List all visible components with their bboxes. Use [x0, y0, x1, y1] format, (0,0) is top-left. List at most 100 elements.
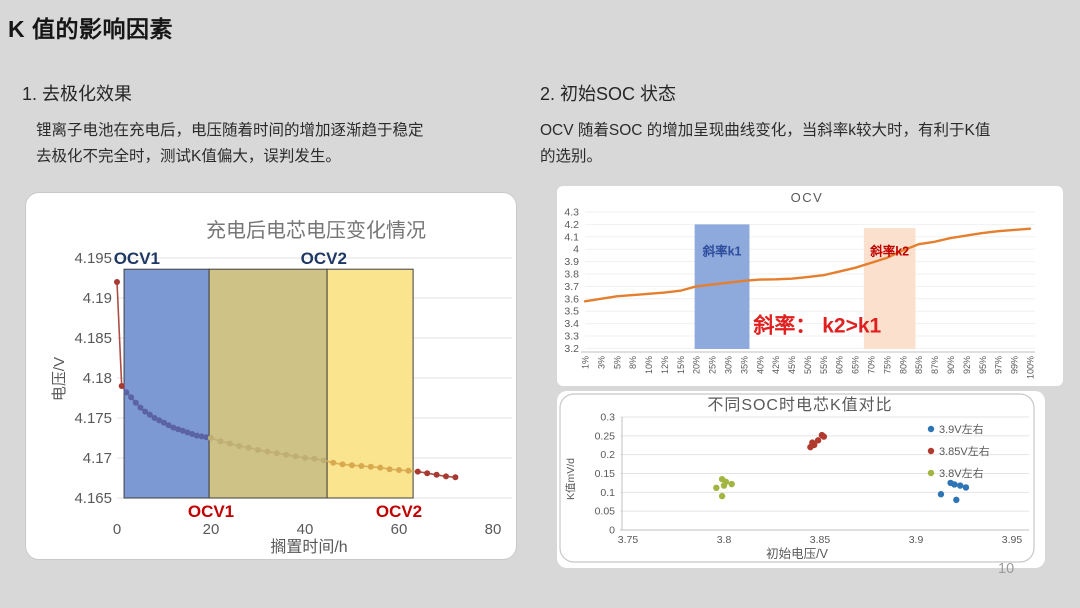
section2-heading: 2. 初始SOC 状态: [540, 84, 677, 104]
data-point: [255, 447, 261, 453]
data-point: [146, 411, 153, 418]
scatter-point: [951, 481, 958, 488]
chart2-title: OCV: [791, 190, 824, 205]
legend-label: 3.85V左右: [939, 444, 990, 458]
ocv-bottom-label: OCV2: [376, 502, 422, 521]
legend-dot: [927, 447, 935, 455]
x-tick-label: 40: [297, 521, 314, 538]
y-tick-label: 4.175: [74, 410, 112, 427]
data-point: [142, 408, 149, 415]
x-axis-label: 搁置时间/h: [270, 538, 347, 556]
y-tick-label: 4.3: [564, 207, 579, 219]
data-point: [151, 415, 158, 421]
data-point: [414, 468, 421, 475]
data-point: [245, 444, 252, 451]
slope-region-label: 斜率k2: [869, 243, 909, 258]
data-point: [128, 394, 135, 401]
y-tick-label: 0.3: [600, 412, 615, 424]
y-tick-label: 4.165: [74, 490, 112, 507]
x-tick-label: 10%: [644, 356, 654, 374]
data-point: [189, 431, 196, 437]
scatter-point: [713, 484, 720, 492]
data-point: [320, 457, 327, 464]
data-point: [330, 459, 337, 466]
data-point: [193, 432, 200, 439]
y-tick-label: 3.6: [564, 293, 579, 305]
data-point: [386, 466, 393, 473]
data-point: [118, 383, 125, 389]
x-tick-label: 85%: [914, 356, 924, 374]
section1-heading: 1. 去极化效果: [22, 84, 133, 104]
x-tick-label: 5%: [612, 356, 622, 369]
x-tick-label: 42%: [771, 356, 781, 374]
x-tick-label: 95%: [978, 356, 988, 374]
y-tick-label: 3.7: [564, 281, 579, 293]
data-point: [236, 443, 243, 449]
section1-body: 锂离子电池在充电后，电压随着时间的增加逐渐趋于稳定 去极化不完全时，测试K值偏大，…: [36, 118, 516, 170]
y-axis-label: 电压/V: [51, 357, 68, 401]
highlight-region: [123, 268, 210, 499]
voltage-decay-chart-panel: 充电后电芯电压变化情况 4.195 4.19 4.185 4.18 4.175 4.17 4.…: [25, 192, 517, 560]
x-tick-label: 20%: [692, 356, 702, 374]
x-tick-label: 8%: [628, 356, 638, 369]
voltage-decay-chart: 充电后电芯电压变化情况 4.195 4.19 4.185 4.18 4.175 4.17 4.…: [51, 219, 512, 556]
x-tick-label: 1%: [581, 356, 591, 369]
data-point: [132, 399, 139, 406]
x-tick-label: 3.85: [810, 534, 831, 546]
k-scatter-chart-panel: 不同SOC时电芯K值对比 0.3 0.25 0.2 0.15 0.1 0.05 0 3.75 3.…: [557, 391, 1045, 568]
y-tick-label: 4.1: [564, 231, 579, 243]
x-tick-label: 40%: [755, 356, 765, 374]
data-point: [302, 455, 308, 461]
x-tick-label: 97%: [994, 356, 1004, 374]
data-point: [161, 419, 167, 426]
y-tick-label: 3.5: [564, 306, 579, 318]
data-point: [452, 474, 459, 481]
ocv-chart-panel: OCV 4.3 4.2 4.1 4 3.9 3.8 3.7 3.6 3.5 3.4 3.3 3.2 斜率k…: [557, 186, 1063, 386]
y-tick-label: 4: [573, 244, 579, 256]
highlight-region: [326, 268, 414, 499]
x-tick-label: 99%: [1010, 356, 1020, 374]
y-tick-label: 3.8: [564, 269, 579, 281]
x-tick-label: 3.9: [909, 534, 924, 546]
ocv-top-label: OCV1: [114, 249, 160, 268]
x-tick-label: 45%: [787, 356, 797, 374]
x-tick-label: 15%: [676, 356, 686, 374]
section1-body-line2: 去极化不完全时，测试K值偏大，误判发生。: [36, 148, 341, 165]
y-tick-label: 4.18: [83, 370, 112, 387]
section2-body-line1: OCV 随着SOC 的增加呈现曲线变化，当斜率k较大时，有利于K值: [540, 122, 991, 139]
y-tick-label: 0.05: [595, 506, 616, 518]
x-tick-label: 50%: [803, 356, 813, 374]
y-tick-label: 4.195: [74, 250, 112, 267]
data-point: [170, 424, 177, 431]
data-point: [377, 464, 384, 471]
curve-segment: [116, 281, 123, 387]
data-point: [198, 433, 205, 440]
scatter-point: [937, 491, 945, 498]
ocv-chart: OCV 4.34.24.143.93.83.73.63.53.43.33.2 斜率k…: [564, 190, 1035, 379]
data-point: [156, 417, 163, 424]
data-point: [273, 450, 280, 457]
x-tick-label: 90%: [946, 356, 956, 374]
x-tick-label: 35%: [739, 356, 749, 374]
data-point: [203, 434, 210, 441]
data-point: [424, 470, 431, 477]
data-point: [396, 467, 402, 473]
y-tick-label: 4.185: [74, 330, 112, 347]
x-tick-label: 20: [203, 521, 220, 538]
y-tick-label: 4.19: [83, 290, 112, 307]
x-tick-label: 65%: [851, 356, 861, 374]
x-tick-label: 3.8: [717, 534, 732, 546]
x-tick-label: 60: [391, 521, 408, 538]
y-tick-label: 4.2: [564, 219, 579, 231]
y-tick-label: 3.2: [564, 343, 579, 355]
slope-comparison-annotation: 斜率： k2>k1: [752, 313, 881, 337]
scatter-point: [720, 482, 728, 489]
y-axis-label: K值mV/d: [564, 458, 577, 500]
y-tick-label: 0.1: [600, 487, 615, 499]
x-tick-label: 3.95: [1002, 534, 1023, 546]
legend-label: 3.9V左右: [939, 422, 984, 436]
x-tick-label: 3%: [596, 356, 606, 369]
legend-label: 3.8V左右: [939, 466, 984, 480]
x-tick-label: 80%: [898, 356, 908, 374]
